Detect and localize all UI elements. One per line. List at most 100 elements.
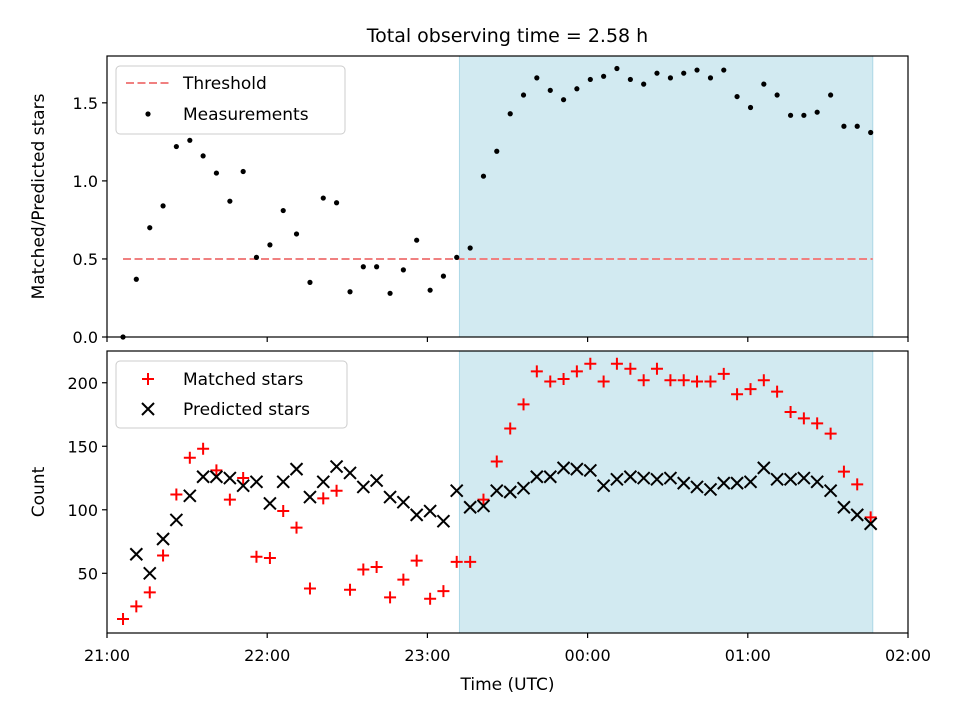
predicted-star-point [810, 475, 824, 489]
measurement-point [414, 237, 420, 243]
measurement-point [520, 92, 527, 98]
top-y-axis-label: Matched/Predicted stars [29, 93, 49, 299]
measurement-point [200, 153, 206, 159]
measurement-point [721, 67, 727, 73]
top-legend-box [115, 65, 346, 135]
predicted-star-point [490, 484, 504, 498]
matched-star-point [250, 550, 263, 563]
bottom-panel: 50 100 150 200 21:00 22:00 23:00 00:00 01:00 02:… [29, 350, 931, 695]
legend-threshold-label: Threshold [182, 74, 267, 94]
matched-star-point [303, 582, 316, 595]
predicted-star-point [757, 461, 771, 475]
bottom-x-ticks: 21:00 22:00 23:00 00:00 01:00 02:00 [84, 633, 931, 665]
y-tick-label: 50 [78, 564, 98, 583]
y-tick-label: 200 [67, 374, 98, 393]
matched-star-point [477, 493, 490, 506]
matched-star-point [731, 388, 744, 401]
predicted-star-point [303, 490, 317, 504]
matched-star-point [557, 372, 570, 385]
matched-star-point [691, 375, 704, 388]
matched-star-point [664, 374, 677, 387]
bottom-y-axis-label: Count [29, 466, 49, 517]
measurement-point [440, 273, 447, 279]
matched-star-point [130, 600, 143, 613]
measurement-point [841, 123, 847, 129]
predicted-star-point [223, 471, 237, 485]
predicted-star-point [610, 472, 624, 487]
measurement-point [147, 225, 153, 231]
bottom-y-ticks: 50 100 150 200 [67, 374, 107, 583]
matched-star-point [237, 472, 250, 485]
matched-star-point [530, 365, 543, 378]
predicted-star-point [316, 475, 330, 489]
predicted-star-point [369, 473, 384, 488]
matched-star-point [263, 552, 276, 565]
matched-star-point [437, 585, 450, 598]
legend-matched-swatch [142, 373, 154, 385]
y-tick-label: 150 [67, 437, 98, 456]
measurement-point [320, 195, 326, 201]
matched-star-point [771, 385, 784, 398]
predicted-star-point [276, 475, 290, 489]
matched-star-point [624, 362, 637, 375]
predicted-star-point [823, 484, 838, 498]
predicted-star-point [383, 490, 397, 504]
matched-star-point [517, 398, 530, 411]
predicted-star-point [690, 480, 704, 494]
matched-star-point [851, 478, 864, 491]
matched-star-point [344, 583, 357, 596]
x-axis-label: Time (UTC) [460, 675, 555, 695]
matched-star-point [370, 560, 383, 573]
measurement-point [240, 168, 246, 175]
matched-star-point [290, 521, 303, 534]
matched-star-point [157, 549, 170, 562]
measurement-point [707, 75, 714, 81]
matched-star-point [704, 375, 717, 388]
measurement-point [868, 129, 874, 136]
measurement-point [681, 70, 687, 76]
measurement-point [761, 81, 767, 87]
predicted-star-point [356, 480, 371, 494]
predicted-star-point [209, 470, 224, 484]
predicted-star-point [717, 476, 731, 490]
matched-star-point [277, 505, 290, 518]
measurement-point [187, 137, 193, 143]
top-y-ticks: 0.0 0.5 1.0 1.5 [73, 94, 107, 347]
matched-star-point [210, 464, 223, 477]
matched-star-point [330, 484, 343, 497]
x-tick-label: 01:00 [725, 646, 771, 665]
legend-predicted-label: Predicted stars [183, 400, 310, 420]
measurement-point [387, 290, 393, 296]
predicted-star-point [263, 496, 277, 511]
legend-measurements-label: Measurements [183, 105, 309, 125]
predicted-star-point [556, 461, 571, 475]
matched-star-point [824, 427, 837, 440]
y-tick-label: 1.0 [73, 172, 98, 191]
measurement-point [253, 254, 260, 260]
predicted-star-point [743, 475, 758, 489]
matched-star-point [811, 417, 824, 430]
measurement-point [627, 76, 633, 83]
predicted-star-point [476, 499, 491, 513]
measurement-points [120, 65, 874, 340]
matched-star-point [143, 586, 156, 599]
top-observing-span [458, 55, 874, 338]
matched-star-point [183, 451, 196, 464]
matched-star-point [597, 375, 610, 388]
measurement-point [547, 87, 553, 93]
matched-star-point [410, 554, 423, 567]
measurement-point [654, 70, 660, 76]
predicted-star-point [249, 475, 264, 489]
predicted-star-point [663, 471, 678, 485]
predicted-star-point [770, 472, 784, 487]
measurement-point [267, 242, 273, 248]
matched-star-point [464, 555, 477, 568]
predicted-star-point [570, 462, 584, 476]
measurement-point [667, 75, 674, 81]
predicted-star-point [636, 471, 651, 485]
predicted-star-point [837, 500, 851, 514]
measurement-point [801, 112, 807, 118]
measurement-point [614, 65, 620, 72]
matched-star-point [784, 405, 797, 418]
predicted-star-point [289, 462, 304, 476]
